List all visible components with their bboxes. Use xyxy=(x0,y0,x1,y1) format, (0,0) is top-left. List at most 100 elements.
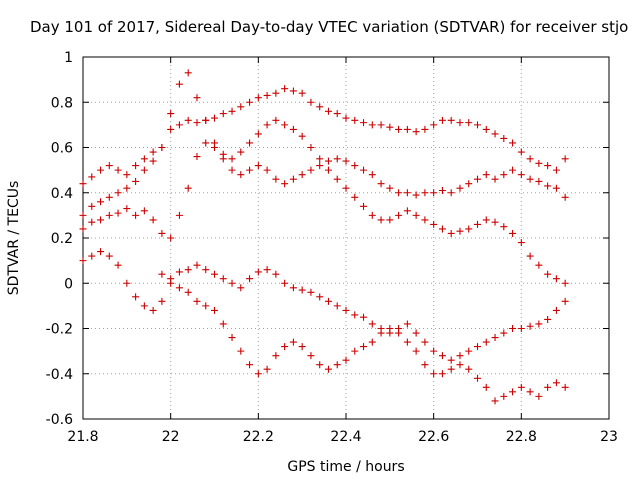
data-point-series-3 xyxy=(88,218,96,226)
data-point-series-3 xyxy=(544,270,552,278)
data-point-series-3 xyxy=(482,216,490,224)
data-point-series-5 xyxy=(316,361,324,369)
x-tick-label: 21.8 xyxy=(67,429,98,445)
data-point-series-1 xyxy=(114,166,122,174)
data-point-series-5 xyxy=(228,334,236,342)
data-point-series-4 xyxy=(430,347,438,355)
data-point-series-5 xyxy=(535,392,543,400)
data-point-series-2 xyxy=(333,155,341,163)
data-point-series-5 xyxy=(360,343,368,351)
data-point-series-2 xyxy=(149,157,157,165)
data-point-series-1 xyxy=(237,103,245,111)
data-point-series-4 xyxy=(333,302,341,310)
data-point-series-2 xyxy=(105,193,113,201)
data-point-series-4 xyxy=(421,338,429,346)
data-point-series-4 xyxy=(140,302,148,310)
data-point-series-3 xyxy=(517,239,525,247)
data-point-series-1 xyxy=(263,91,271,99)
data-point-series-1 xyxy=(324,107,332,115)
data-point-series-1 xyxy=(351,116,359,124)
data-point-series-2 xyxy=(246,166,254,174)
data-point-series-3 xyxy=(509,229,517,237)
data-point-series-1 xyxy=(246,98,254,106)
data-point-series-3 xyxy=(307,144,315,151)
y-tick-labels: -0.6 -0.4 -0.2 0 0.2 0.4 0.6 0.8 1 xyxy=(46,50,73,428)
data-point-series-2 xyxy=(491,175,499,183)
data-point-series-3 xyxy=(237,148,245,156)
data-point-series-1 xyxy=(412,128,420,136)
data-point-series-5 xyxy=(500,392,508,400)
data-point-series-2 xyxy=(316,162,324,170)
data-point-series-5 xyxy=(184,288,192,296)
data-point-series-3 xyxy=(193,153,201,161)
data-point-series-5 xyxy=(175,284,183,292)
data-point-series-3 xyxy=(149,216,157,224)
data-point-series-3 xyxy=(351,193,359,201)
data-point-series-3 xyxy=(368,211,376,219)
y-tick-label: 1 xyxy=(64,50,73,66)
x-tick-label: 22.4 xyxy=(330,429,361,445)
data-point-series-3 xyxy=(342,184,350,192)
data-point-series-1 xyxy=(465,119,473,127)
data-point-series-3 xyxy=(447,229,455,237)
data-point-series-4 xyxy=(360,313,368,321)
data-point-series-2 xyxy=(114,189,122,197)
data-point-series-5 xyxy=(307,352,315,360)
data-point-series-2 xyxy=(552,184,560,192)
data-point-series-1 xyxy=(395,125,403,133)
data-point-series-4 xyxy=(535,320,543,328)
data-point-series-5 xyxy=(351,347,359,355)
data-point-series-1 xyxy=(342,114,350,122)
data-point-series-3 xyxy=(430,220,438,228)
y-tick-label: 0.4 xyxy=(51,186,73,202)
data-point-series-2 xyxy=(447,189,455,197)
data-point-series-4 xyxy=(403,320,411,328)
data-point-series-2 xyxy=(526,175,534,183)
data-point-series-2 xyxy=(360,166,368,174)
data-point-series-2 xyxy=(193,94,201,102)
data-point-series-4 xyxy=(272,270,280,278)
data-point-series-2 xyxy=(263,166,271,174)
data-point-series-3 xyxy=(395,211,403,219)
data-point-series-1 xyxy=(79,180,87,188)
data-point-series-1 xyxy=(281,85,289,93)
plot-frame xyxy=(82,56,610,420)
data-point-series-2 xyxy=(412,191,420,199)
data-points xyxy=(79,69,569,405)
data-point-series-1 xyxy=(175,121,183,129)
data-point-series-3 xyxy=(167,234,175,242)
data-point-series-5 xyxy=(421,361,429,369)
data-point-series-4 xyxy=(526,322,534,330)
data-point-series-4 xyxy=(289,284,297,292)
data-point-series-1 xyxy=(561,155,569,163)
data-point-series-4 xyxy=(368,320,376,328)
data-point-series-3 xyxy=(114,209,122,217)
data-point-series-1 xyxy=(167,125,175,133)
data-point-series-2 xyxy=(474,175,481,183)
data-point-series-1 xyxy=(193,119,201,127)
data-point-series-3 xyxy=(491,218,499,226)
data-point-series-3 xyxy=(403,207,411,215)
data-point-series-5 xyxy=(158,270,166,278)
data-point-series-1 xyxy=(456,119,464,127)
data-point-series-2 xyxy=(561,193,569,201)
data-point-series-1 xyxy=(219,110,227,118)
data-point-series-1 xyxy=(491,130,499,138)
data-point-series-2 xyxy=(298,171,306,179)
data-point-series-3 xyxy=(535,261,543,269)
data-point-series-3 xyxy=(500,223,508,231)
data-point-series-4 xyxy=(438,352,446,360)
data-point-series-4 xyxy=(544,315,552,323)
data-point-series-4 xyxy=(517,325,525,332)
data-point-series-5 xyxy=(412,347,420,355)
data-point-series-4 xyxy=(500,329,508,337)
data-point-series-4 xyxy=(351,311,359,319)
x-tick-label: 22.8 xyxy=(506,429,537,445)
data-point-series-1 xyxy=(509,139,517,147)
data-point-series-5 xyxy=(263,365,271,373)
data-point-series-3 xyxy=(132,211,140,219)
data-point-series-2 xyxy=(377,180,385,188)
data-point-series-3 xyxy=(105,211,113,219)
data-point-series-4 xyxy=(175,268,183,276)
